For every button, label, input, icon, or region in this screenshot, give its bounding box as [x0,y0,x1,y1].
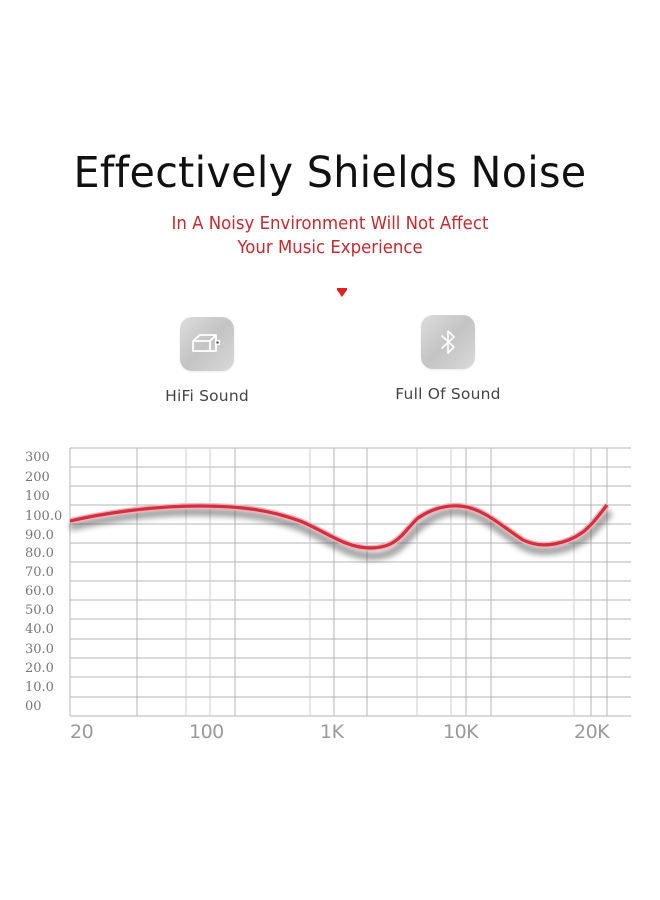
speaker-box-icon [180,317,234,371]
subtitle-line-1: In A Noisy Environment Will Not Affect [171,213,489,234]
y-tick: 10.0 [25,680,54,695]
curve-shadow [69,507,613,561]
frequency-curve [69,504,609,550]
marker-bar [337,288,347,290]
y-tick: 40.0 [25,622,54,637]
y-tick: 70.0 [25,565,54,580]
bluetooth-icon [421,315,475,369]
x-tick: 10K [443,721,479,743]
y-tick: 100.0 [25,509,63,524]
y-tick: 00 [25,699,42,714]
y-tick: 200 [25,470,50,485]
chart-grid [69,447,631,717]
feature-label: Full Of Sound [395,385,501,403]
x-tick: 20K [574,721,610,743]
y-tick: 50.0 [25,603,54,618]
x-tick: 1K [320,721,344,743]
feature-full-of-sound: Full Of Sound [368,315,528,403]
subtitle-line-2: Your Music Experience [237,237,423,258]
y-tick: 60.0 [25,584,54,599]
x-tick: 100 [189,721,224,743]
y-tick: 20.0 [25,661,54,676]
x-tick: 20 [70,721,94,743]
y-tick: 90.0 [25,528,54,543]
y-tick: 100 [25,489,50,504]
y-tick: 30.0 [25,642,54,657]
page-title: Effectively Shields Noise [73,148,587,198]
down-triangle-icon [337,290,347,297]
y-tick: 80.0 [25,546,54,561]
feature-hifi-sound: HiFi Sound [127,317,287,405]
feature-label: HiFi Sound [165,387,249,405]
y-tick: 300 [25,450,50,465]
